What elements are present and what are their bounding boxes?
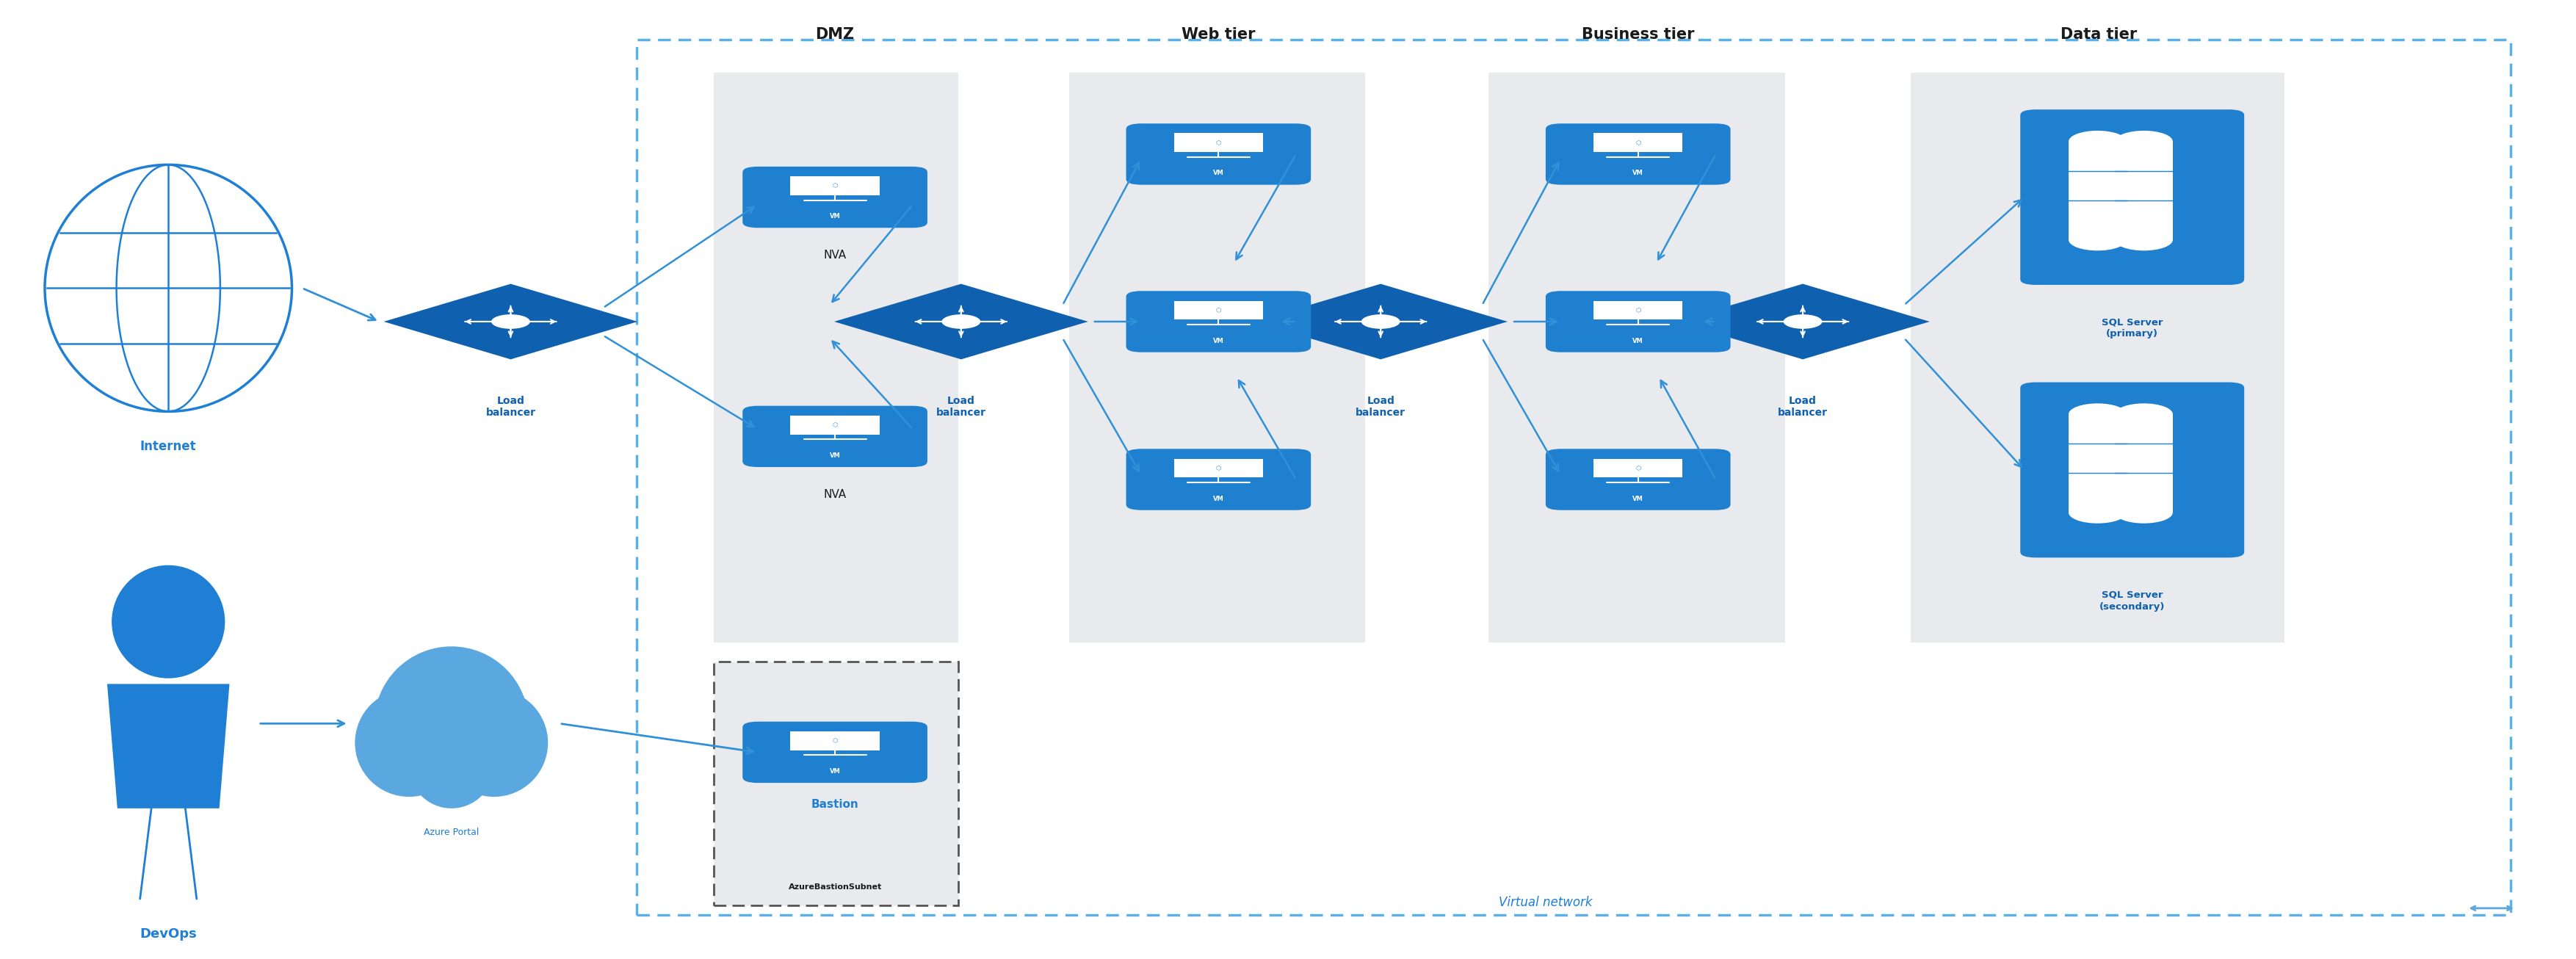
Text: Azure Portal: Azure Portal [425,828,479,837]
Ellipse shape [2115,404,2172,425]
Text: VM: VM [1213,170,1224,176]
FancyBboxPatch shape [1126,449,1311,510]
Bar [1175,133,1262,152]
Bar [1595,458,1682,478]
Ellipse shape [355,689,464,797]
Ellipse shape [410,723,495,808]
FancyBboxPatch shape [1126,291,1311,352]
Bar [791,415,878,434]
Text: ⬡: ⬡ [1636,465,1641,472]
Ellipse shape [2115,502,2172,524]
Text: DevOps: DevOps [139,927,196,941]
Ellipse shape [374,646,528,801]
Bar [1175,458,1262,478]
Circle shape [492,315,531,329]
Bar [2069,142,2125,240]
Bar [1595,301,1682,319]
Text: Business tier: Business tier [1582,27,1695,42]
Ellipse shape [2069,502,2125,524]
Ellipse shape [2115,130,2172,152]
FancyBboxPatch shape [1546,291,1731,352]
Ellipse shape [2069,404,2125,425]
Text: ⬡: ⬡ [832,182,837,189]
Text: ⬡: ⬡ [1636,307,1641,314]
Text: Load
balancer: Load balancer [935,396,987,418]
Ellipse shape [2069,130,2125,152]
Text: Load
balancer: Load balancer [487,396,536,418]
Text: VM: VM [1213,496,1224,502]
Text: Data tier: Data tier [2061,27,2138,42]
Text: VM: VM [1633,338,1643,344]
Bar [791,732,878,750]
FancyBboxPatch shape [2020,383,2244,557]
Bar [1489,73,1785,643]
Text: Bastion: Bastion [811,799,858,810]
Bar [636,39,2512,915]
Bar [2115,414,2172,512]
Ellipse shape [440,689,549,797]
Text: ⬡: ⬡ [1216,139,1221,146]
Text: Virtual network: Virtual network [1499,896,1592,909]
Text: ⬡: ⬡ [1636,139,1641,146]
Text: VM: VM [1633,170,1643,176]
Bar [1911,73,2285,643]
Ellipse shape [2115,229,2172,250]
Polygon shape [835,284,1087,360]
Text: NVA: NVA [824,489,848,501]
Text: VM: VM [829,453,840,459]
Text: DMZ: DMZ [817,27,855,42]
Bar [1069,73,1365,643]
Text: VM: VM [1213,338,1224,344]
Bar [714,73,958,643]
Ellipse shape [2069,229,2125,250]
Text: Load
balancer: Load balancer [1777,396,1829,418]
FancyBboxPatch shape [1546,449,1731,510]
Circle shape [1360,315,1401,329]
FancyBboxPatch shape [742,167,927,228]
Text: AzureBastionSubnet: AzureBastionSubnet [788,883,881,891]
FancyBboxPatch shape [1546,124,1731,185]
Ellipse shape [111,565,224,678]
Bar [1595,133,1682,152]
Polygon shape [108,684,229,808]
Text: SQL Server
(primary): SQL Server (primary) [2102,317,2164,339]
Text: ⬡: ⬡ [1216,307,1221,314]
Text: ⬡: ⬡ [1216,465,1221,472]
Bar [1175,301,1262,319]
Text: VM: VM [1633,496,1643,502]
FancyBboxPatch shape [742,406,927,467]
Text: SQL Server
(secondary): SQL Server (secondary) [2099,590,2164,612]
Text: NVA: NVA [824,250,848,261]
FancyBboxPatch shape [742,721,927,783]
Text: ⬡: ⬡ [832,422,837,429]
Bar [791,176,878,196]
Text: VM: VM [829,768,840,775]
Bar [2069,414,2125,512]
Circle shape [1783,315,1821,329]
Polygon shape [1677,284,1929,360]
Polygon shape [384,284,639,360]
FancyBboxPatch shape [2020,109,2244,285]
Text: Internet: Internet [139,440,196,454]
Text: Load
balancer: Load balancer [1355,396,1406,418]
Circle shape [943,315,981,329]
Text: Web tier: Web tier [1182,27,1255,42]
FancyBboxPatch shape [1126,124,1311,185]
Bar [2115,142,2172,240]
Text: ⬡: ⬡ [832,737,837,744]
Bar [714,662,958,905]
Polygon shape [1255,284,1507,360]
Text: VM: VM [829,213,840,220]
